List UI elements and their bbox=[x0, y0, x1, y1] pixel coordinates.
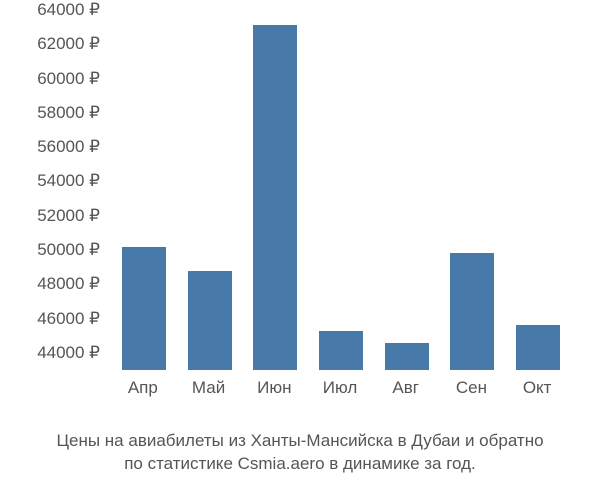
y-tick-label: 60000 ₽ bbox=[0, 69, 100, 89]
y-tick-label: 54000 ₽ bbox=[0, 171, 100, 191]
x-tick-label: Сен bbox=[456, 378, 487, 398]
price-chart: 44000 ₽ 46000 ₽ 48000 ₽ 50000 ₽ 52000 ₽ 54000… bbox=[0, 0, 600, 500]
bar bbox=[319, 331, 363, 370]
chart-caption: Цены на авиабилеты из Ханты-Мансийска в … bbox=[0, 430, 600, 476]
bar bbox=[122, 247, 166, 370]
y-tick-label: 52000 ₽ bbox=[0, 206, 100, 226]
x-tick-label: Июн bbox=[257, 378, 291, 398]
x-tick-label: Апр bbox=[128, 378, 158, 398]
bar bbox=[385, 343, 429, 370]
y-tick-label: 48000 ₽ bbox=[0, 274, 100, 294]
y-tick-label: 46000 ₽ bbox=[0, 309, 100, 329]
y-tick-label: 50000 ₽ bbox=[0, 240, 100, 260]
x-tick-label: Май bbox=[192, 378, 225, 398]
caption-line1: Цены на авиабилеты из Ханты-Мансийска в … bbox=[56, 431, 543, 450]
y-tick-label: 64000 ₽ bbox=[0, 0, 100, 20]
bar bbox=[516, 325, 560, 370]
y-tick-label: 58000 ₽ bbox=[0, 103, 100, 123]
x-tick-label: Авг bbox=[392, 378, 419, 398]
x-tick-label: Окт bbox=[523, 378, 552, 398]
bar bbox=[188, 271, 232, 370]
caption-line2: по статистике Csmia.aero в динамике за г… bbox=[124, 454, 476, 473]
plot-area bbox=[110, 10, 571, 371]
y-tick-label: 44000 ₽ bbox=[0, 343, 100, 363]
bar bbox=[450, 253, 494, 370]
bar bbox=[253, 25, 297, 370]
y-tick-label: 62000 ₽ bbox=[0, 34, 100, 54]
y-tick-label: 56000 ₽ bbox=[0, 137, 100, 157]
x-tick-label: Июл bbox=[323, 378, 358, 398]
